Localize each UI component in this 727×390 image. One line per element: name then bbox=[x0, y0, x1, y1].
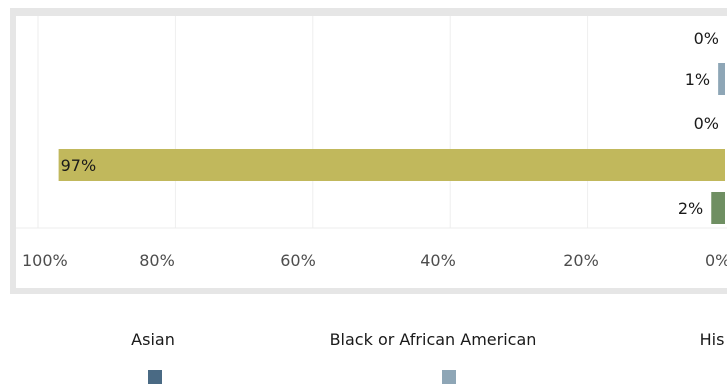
panel-border-top bbox=[10, 8, 727, 16]
data-label: 97% bbox=[61, 156, 97, 175]
bar bbox=[711, 192, 725, 224]
x-tick-label: 100% bbox=[22, 251, 68, 270]
data-labels-group: 0% 1% 0% 97% 2% bbox=[61, 29, 719, 218]
bar bbox=[58, 149, 726, 181]
x-tick-label: 20% bbox=[563, 251, 599, 270]
legend-swatch bbox=[148, 370, 162, 384]
data-label: 0% bbox=[694, 29, 719, 48]
x-tick-label: 40% bbox=[420, 251, 456, 270]
panel-border-left bbox=[10, 8, 16, 294]
panel-border-bottom bbox=[10, 288, 727, 294]
data-label: 2% bbox=[678, 199, 703, 218]
legend-swatch bbox=[442, 370, 456, 384]
x-axis-ticks: 100% 80% 60% 40% 20% 0% bbox=[22, 251, 727, 270]
bar bbox=[718, 63, 725, 95]
legend-label: His bbox=[700, 330, 725, 349]
x-tick-label: 60% bbox=[280, 251, 316, 270]
x-tick-label: 80% bbox=[139, 251, 175, 270]
data-label: 0% bbox=[694, 114, 719, 133]
data-label: 1% bbox=[685, 70, 710, 89]
bars-group bbox=[58, 63, 726, 224]
legend-label: Asian bbox=[131, 330, 175, 349]
x-tick-label: 0% bbox=[705, 251, 727, 270]
legend: Asian Black or African American His bbox=[131, 330, 724, 384]
legend-label: Black or African American bbox=[330, 330, 537, 349]
grid-lines bbox=[16, 16, 727, 229]
